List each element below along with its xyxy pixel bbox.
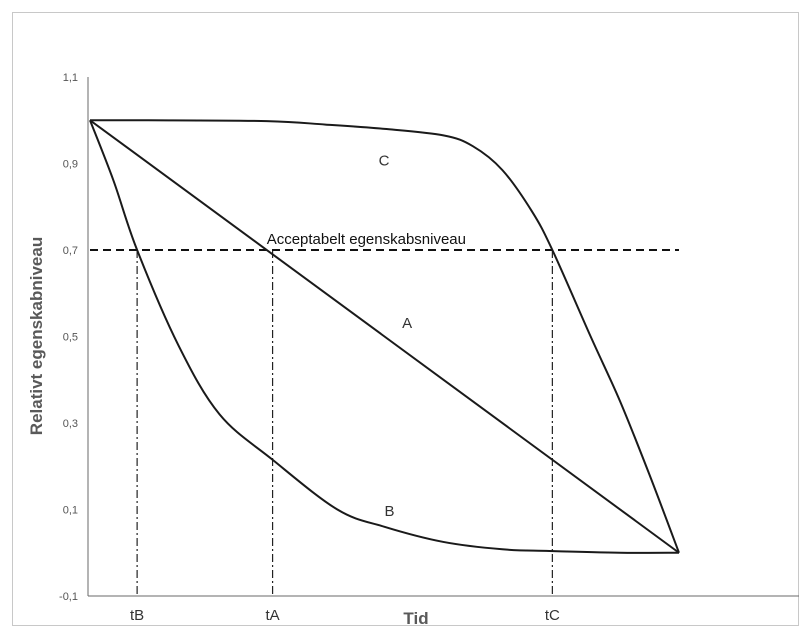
y-tick-label: 0,7 <box>63 245 78 257</box>
y-tick-label: 0,9 <box>63 159 78 171</box>
curve-label-A: A <box>402 315 412 332</box>
series-line-A <box>89 119 680 554</box>
series-line-B <box>89 119 680 554</box>
x-tick-label-tB: tB <box>130 607 144 624</box>
curve-label-B: B <box>385 503 395 520</box>
x-tick-labels: tB tA tC <box>130 607 560 624</box>
series-line-C <box>89 119 680 554</box>
y-tick-label: -0,1 <box>59 591 78 603</box>
x-tick-label-tA: tA <box>265 607 279 624</box>
y-tick-label: 0,3 <box>63 418 78 430</box>
y-axis: 1,1 0,9 0,7 0,5 0,3 0,1 -0,1 <box>59 72 89 603</box>
x-tick-label-tC: tC <box>545 607 560 624</box>
y-tick-label: 1,1 <box>63 72 78 84</box>
y-tick-label: 0,5 <box>63 332 78 344</box>
x-axis-title: Tid <box>403 609 428 627</box>
y-tick-labels: 1,1 0,9 0,7 0,5 0,3 0,1 -0,1 <box>59 72 78 603</box>
threshold-label: Acceptabelt egenskabsniveau <box>267 231 466 248</box>
x-axis: tB tA tC <box>88 595 799 624</box>
series-lines <box>89 119 680 554</box>
curve-label-C: C <box>379 153 390 170</box>
y-tick-label: 0,1 <box>63 505 78 517</box>
curve-labels: A B C <box>379 153 413 520</box>
drop-lines <box>136 250 553 596</box>
y-axis-title: Relativt egenskabniveau <box>27 237 46 435</box>
